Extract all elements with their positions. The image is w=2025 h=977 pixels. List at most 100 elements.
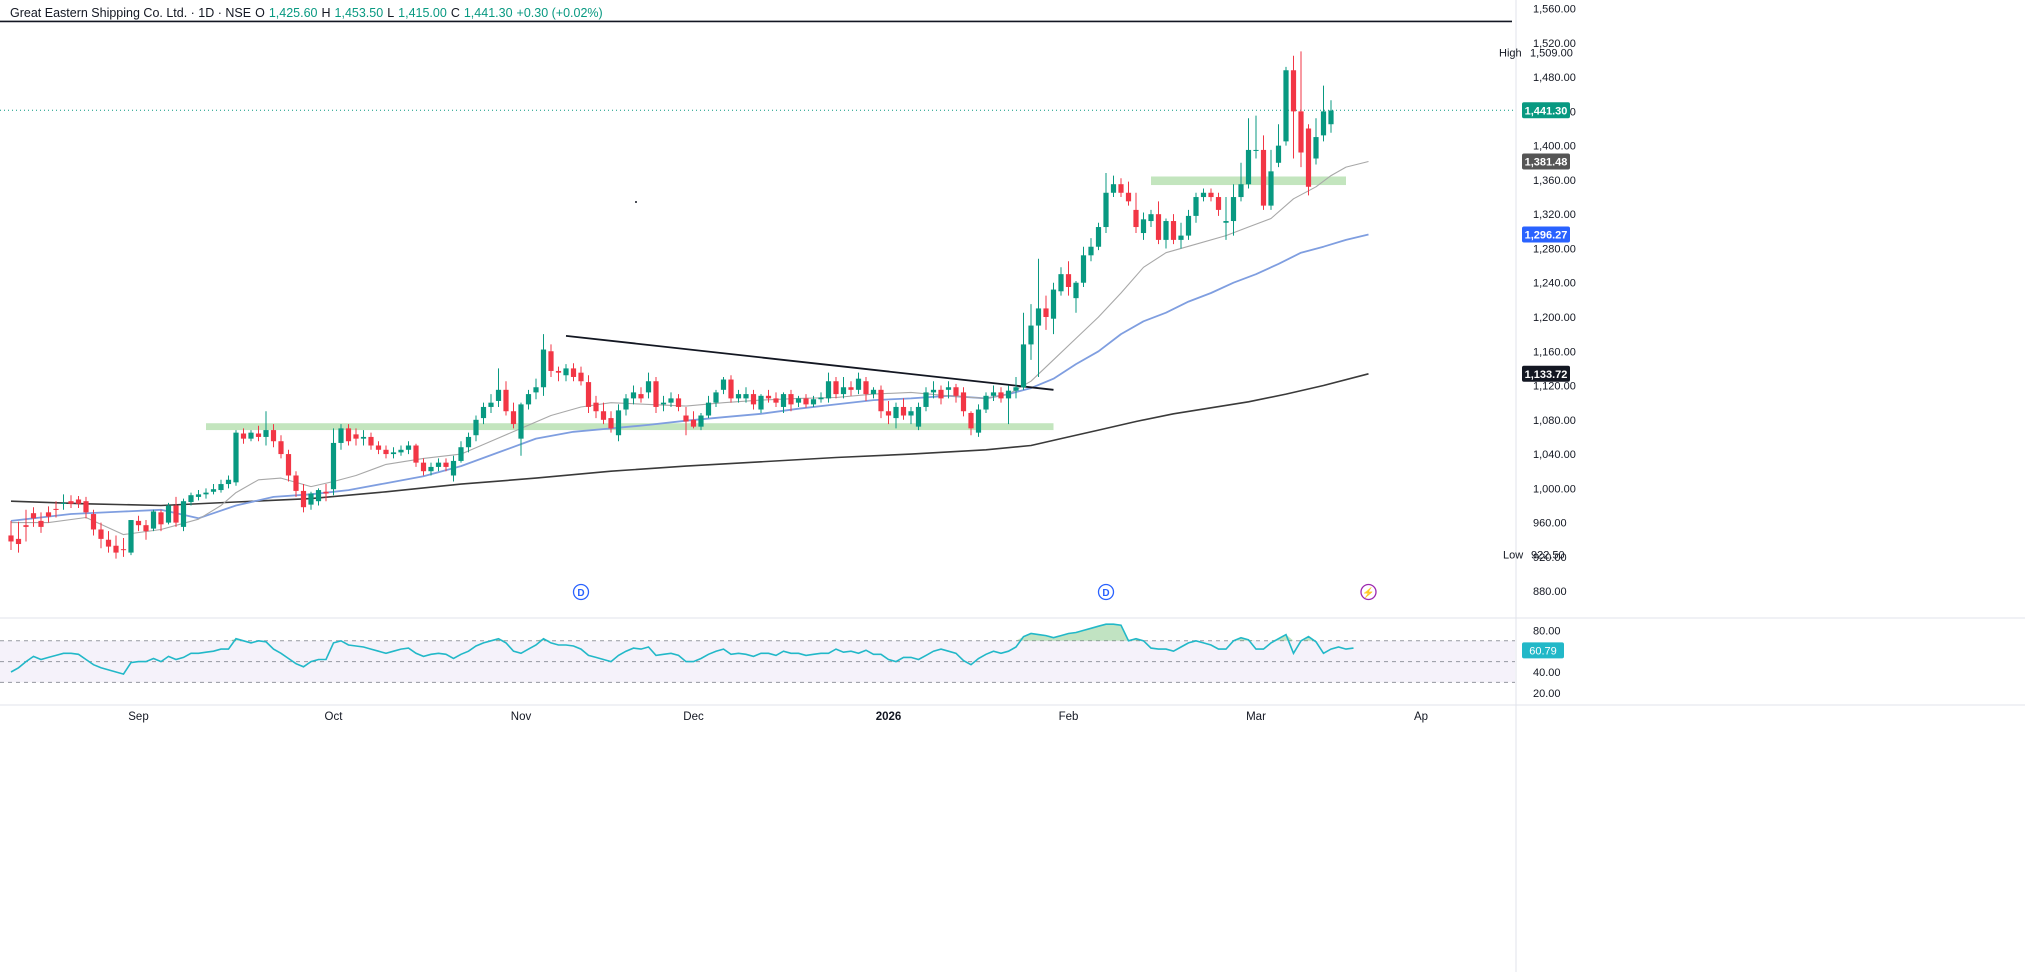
time-axis[interactable]: Sep Oct Nov Dec 2026 Feb Mar Ap bbox=[128, 711, 1428, 723]
candle bbox=[683, 406, 689, 436]
candle-body bbox=[368, 436, 374, 446]
candle bbox=[780, 392, 787, 413]
candle-body bbox=[930, 389, 937, 393]
candle-body bbox=[705, 402, 712, 416]
candle-body bbox=[248, 432, 254, 439]
candle-body bbox=[345, 428, 352, 442]
candle-body bbox=[270, 430, 277, 442]
candle bbox=[473, 415, 479, 442]
candle-body bbox=[1118, 184, 1124, 193]
low-label: Low bbox=[1503, 550, 1523, 562]
candle bbox=[750, 389, 757, 410]
candle-body bbox=[1163, 221, 1169, 240]
candle-body bbox=[1028, 325, 1034, 345]
time-tick-label: 2026 bbox=[876, 711, 902, 723]
candle-body bbox=[128, 520, 134, 553]
rsi-tick-label: 20.00 bbox=[1533, 688, 1561, 700]
candle bbox=[510, 402, 517, 429]
candle-body bbox=[848, 387, 854, 390]
candle bbox=[375, 441, 382, 455]
candle bbox=[143, 520, 149, 540]
candle-body bbox=[900, 406, 907, 416]
rsi-overbought-fill bbox=[228, 624, 1316, 641]
candle-body bbox=[390, 452, 397, 455]
candle-body bbox=[915, 406, 922, 427]
sma20-value-label: 1,381.48 bbox=[1525, 157, 1568, 169]
candle bbox=[210, 484, 217, 495]
candle bbox=[30, 507, 37, 527]
candle bbox=[1283, 66, 1289, 146]
dividend-marker-icon[interactable]: D bbox=[1097, 583, 1115, 601]
dividend-marker-icon[interactable]: D bbox=[572, 583, 590, 601]
candle-body bbox=[893, 406, 899, 419]
candle-body bbox=[1298, 111, 1304, 153]
earnings-flash-icon[interactable]: ⚡ bbox=[1360, 583, 1377, 601]
candle-body bbox=[510, 411, 517, 425]
descending-trendline[interactable] bbox=[565, 334, 1054, 391]
candle bbox=[233, 430, 239, 486]
price-axis[interactable]: 880.00 920.00 960.00 1,000.00 1,040.00 1,080.… bbox=[1499, 4, 1576, 700]
candle bbox=[1185, 209, 1192, 240]
candle-body bbox=[398, 449, 404, 453]
event-markers[interactable]: D D ⚡ bbox=[572, 583, 1377, 601]
candle-body bbox=[195, 494, 202, 497]
candle bbox=[203, 488, 209, 499]
candle bbox=[660, 395, 667, 412]
candle bbox=[525, 389, 532, 410]
candle-body bbox=[990, 392, 997, 396]
candle-body bbox=[150, 511, 157, 529]
symbol-title[interactable]: Great Eastern Shipping Co. Ltd. · 1D · N… bbox=[10, 6, 252, 20]
candle bbox=[435, 458, 442, 472]
candle-body bbox=[330, 442, 337, 490]
candle bbox=[1080, 246, 1087, 288]
candle-body bbox=[1148, 214, 1154, 222]
candle-body bbox=[165, 505, 172, 523]
candle-body bbox=[120, 549, 127, 551]
candle-body bbox=[1155, 214, 1162, 240]
candle bbox=[105, 531, 112, 553]
candle bbox=[480, 402, 487, 425]
candle bbox=[1208, 188, 1214, 202]
time-tick-label: Dec bbox=[683, 711, 704, 723]
candle bbox=[315, 488, 322, 506]
candle bbox=[1088, 238, 1094, 262]
candle bbox=[1140, 212, 1147, 240]
candle bbox=[960, 387, 967, 417]
candle bbox=[803, 394, 809, 408]
candle bbox=[900, 398, 907, 420]
candle-body bbox=[210, 489, 217, 492]
candle-body bbox=[660, 402, 667, 405]
candle-body bbox=[203, 492, 209, 495]
candle bbox=[878, 385, 884, 419]
candle bbox=[1013, 376, 1019, 399]
candle bbox=[38, 512, 44, 533]
candle-body bbox=[375, 445, 382, 450]
last-price-label-bg bbox=[1522, 102, 1570, 119]
candle-body bbox=[923, 392, 929, 407]
candle bbox=[188, 492, 194, 506]
candle bbox=[98, 522, 104, 549]
candle-body bbox=[1185, 215, 1192, 236]
candle bbox=[248, 430, 254, 442]
candle bbox=[1028, 304, 1034, 360]
candle-body bbox=[1095, 227, 1102, 247]
drawn-lines[interactable] bbox=[0, 20, 1515, 391]
candle-body bbox=[1275, 145, 1282, 163]
candle-body bbox=[548, 351, 554, 371]
candle-body bbox=[570, 368, 577, 377]
marker-circle bbox=[1360, 583, 1377, 601]
candle bbox=[23, 509, 29, 542]
candle bbox=[68, 495, 74, 509]
candle bbox=[870, 387, 877, 399]
candle bbox=[990, 385, 997, 401]
candle-body bbox=[173, 505, 179, 523]
candle-body bbox=[188, 495, 194, 503]
candle-body bbox=[450, 460, 457, 476]
candle-body bbox=[143, 525, 149, 532]
candle bbox=[165, 502, 172, 525]
candle-body bbox=[593, 402, 599, 412]
candle-body bbox=[285, 454, 292, 476]
candle-body bbox=[60, 502, 67, 504]
